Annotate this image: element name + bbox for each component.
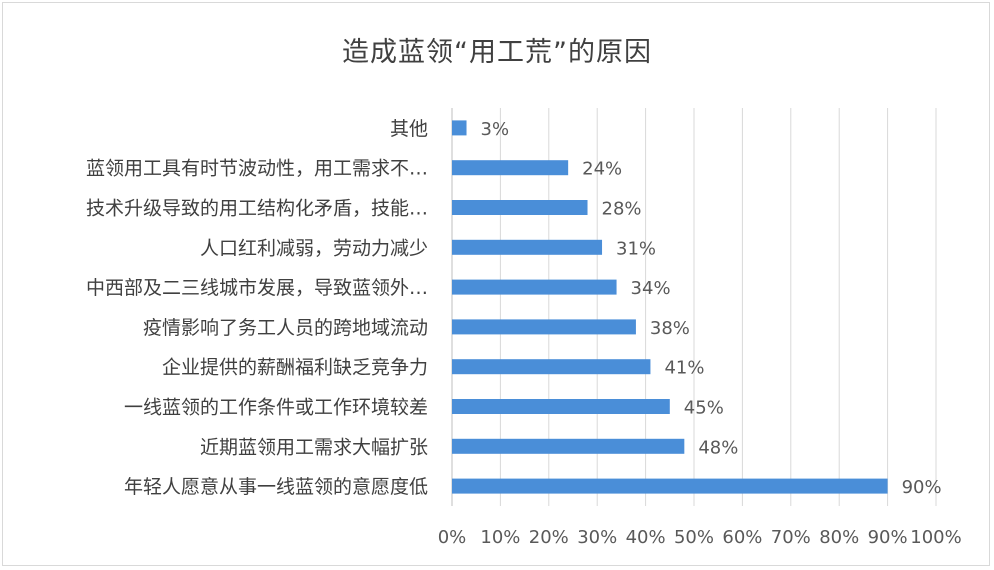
category-label: 中西部及二三线城市发展，导致蓝领外…: [86, 277, 428, 299]
category-label: 年轻人愿意从事一线蓝领的意愿度低: [124, 476, 428, 498]
x-tick-labels: 0% 10% 20% 30% 40% 50% 60% 70% 80% 90% 100%: [438, 527, 962, 548]
value-label: 3%: [481, 119, 510, 140]
bar: [452, 359, 651, 375]
bars: [452, 120, 888, 494]
x-tick-label: 70%: [771, 527, 811, 548]
category-label: 疫情影响了务工人员的跨地域流动: [143, 317, 428, 339]
x-tick-label: 90%: [868, 527, 908, 548]
value-label: 45%: [684, 398, 724, 419]
value-label: 31%: [616, 238, 656, 259]
value-label: 28%: [602, 199, 642, 220]
value-labels: 3% 24% 28% 31% 34% 38% 41% 45% 48% 90%: [481, 119, 942, 498]
value-label: 34%: [631, 278, 671, 299]
bar: [452, 120, 467, 136]
bar: [452, 160, 569, 176]
value-label: 90%: [902, 477, 942, 498]
x-tick-label: 60%: [722, 527, 762, 548]
category-label: 其他: [390, 118, 428, 140]
category-label: 一线蓝领的工作条件或工作环境较差: [124, 397, 428, 419]
bar: [452, 399, 670, 414]
bar: [452, 279, 617, 295]
x-tick-label: 40%: [626, 527, 666, 548]
value-label: 38%: [650, 318, 690, 339]
category-label: 近期蓝领用工需求大幅扩张: [200, 436, 428, 458]
value-label: 24%: [582, 159, 622, 180]
bar: [452, 478, 888, 494]
x-tick-label: 100%: [910, 527, 961, 548]
x-tick-label: 50%: [674, 527, 714, 548]
category-label: 技术升级导致的用工结构化矛盾，技能…: [86, 198, 428, 220]
x-tick-label: 30%: [577, 527, 617, 548]
x-tick-label: 0%: [438, 527, 467, 548]
category-label: 企业提供的薪酬福利缺乏竞争力: [162, 357, 428, 379]
category-label: 人口红利减弱，劳动力减少: [200, 237, 428, 259]
x-tick-label: 80%: [819, 527, 859, 548]
bar: [452, 438, 685, 454]
value-label: 48%: [698, 437, 738, 458]
bar: [452, 239, 603, 255]
value-label: 41%: [664, 358, 704, 379]
chart-title: 造成蓝领“用工荒”的原因: [342, 37, 652, 68]
category-label: 蓝领用工具有时节波动性，用工需求不…: [86, 158, 428, 180]
x-tick-label: 10%: [480, 527, 520, 548]
bar: [452, 200, 588, 215]
x-tick-label: 20%: [529, 527, 569, 548]
bar: [452, 319, 636, 335]
